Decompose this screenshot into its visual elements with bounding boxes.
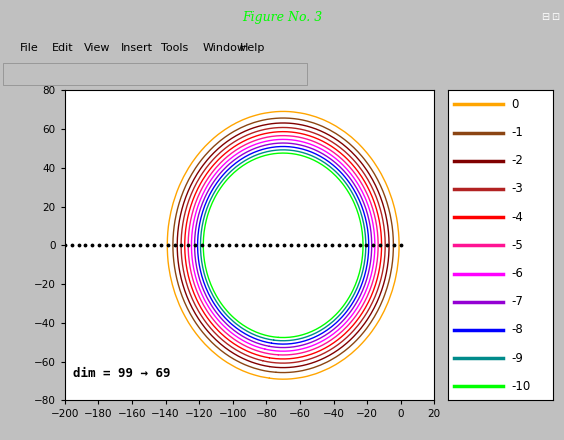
- Text: -8: -8: [511, 323, 523, 337]
- Text: Edit: Edit: [52, 43, 73, 53]
- Text: -7: -7: [511, 295, 523, 308]
- Text: Help: Help: [240, 43, 265, 53]
- Text: -10: -10: [511, 380, 530, 393]
- Text: -5: -5: [511, 239, 523, 252]
- Text: -1: -1: [511, 126, 523, 139]
- Text: dim = 99 → 69: dim = 99 → 69: [73, 367, 171, 380]
- Text: ⊡: ⊡: [551, 12, 559, 22]
- Text: -2: -2: [511, 154, 523, 167]
- Text: ⊟: ⊟: [541, 12, 549, 22]
- Text: Tools: Tools: [161, 43, 188, 53]
- Text: Insert: Insert: [121, 43, 153, 53]
- Text: -9: -9: [511, 352, 523, 365]
- Text: 0: 0: [511, 98, 518, 111]
- Text: -3: -3: [511, 183, 523, 195]
- Text: Figure No. 3: Figure No. 3: [242, 11, 322, 24]
- Text: -6: -6: [511, 267, 523, 280]
- Text: Window: Window: [203, 43, 247, 53]
- Text: -4: -4: [511, 211, 523, 224]
- Text: File: File: [20, 43, 38, 53]
- Text: View: View: [83, 43, 110, 53]
- FancyBboxPatch shape: [3, 63, 307, 85]
